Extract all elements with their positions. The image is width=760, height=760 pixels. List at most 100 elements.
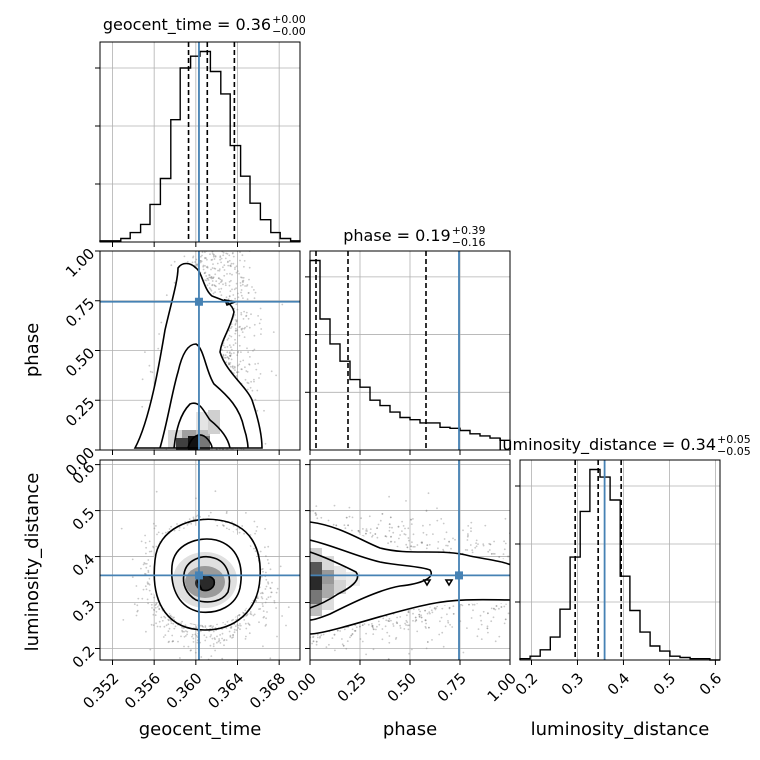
sample-point xyxy=(200,260,203,263)
sample-point xyxy=(226,339,229,341)
sample-point xyxy=(226,346,229,348)
sample-point xyxy=(228,259,231,262)
sample-point xyxy=(265,585,268,588)
sample-point xyxy=(203,272,206,274)
sample-point xyxy=(212,630,215,633)
sample-point xyxy=(157,606,159,608)
sample-point xyxy=(235,329,237,332)
sample-point xyxy=(227,337,230,340)
sample-point xyxy=(222,283,224,286)
sample-point xyxy=(237,350,240,353)
sample-point xyxy=(235,320,238,322)
sample-point xyxy=(164,531,167,534)
sample-point xyxy=(210,268,212,271)
sample-point xyxy=(245,315,248,317)
sample-point xyxy=(234,322,237,325)
sample-point xyxy=(264,442,267,445)
sample-point xyxy=(235,327,237,330)
sample-point xyxy=(221,349,224,351)
sample-point xyxy=(260,333,262,335)
sample-point xyxy=(247,317,250,320)
sample-point xyxy=(260,592,262,595)
sample-point xyxy=(227,260,229,263)
sample-point xyxy=(167,630,170,633)
sample-point xyxy=(224,354,227,357)
sample-point xyxy=(221,632,224,635)
sample-point xyxy=(235,271,238,274)
sample-point xyxy=(192,256,194,259)
sample-point xyxy=(216,635,218,638)
sample-point xyxy=(217,269,219,272)
sample-point xyxy=(248,326,251,329)
sample-point xyxy=(246,370,249,373)
sample-point xyxy=(239,251,241,254)
density-cell xyxy=(208,410,220,434)
sample-point xyxy=(148,364,151,367)
sample-point xyxy=(163,615,166,618)
sample-point xyxy=(158,333,161,335)
sample-point xyxy=(218,277,220,280)
sample-point xyxy=(179,657,181,659)
sample-point xyxy=(144,534,147,537)
sample-point xyxy=(225,512,228,514)
sample-point xyxy=(199,261,202,264)
sample-point xyxy=(152,613,155,616)
sample-point xyxy=(238,531,241,534)
sample-point xyxy=(229,327,232,330)
sample-point xyxy=(241,283,244,286)
sample-point xyxy=(276,587,279,590)
sample-point xyxy=(206,284,209,287)
sample-point xyxy=(253,289,255,291)
sample-point xyxy=(226,252,229,255)
sample-point xyxy=(227,362,230,365)
sample-point xyxy=(223,274,226,277)
sample-point xyxy=(151,371,154,374)
sample-point xyxy=(281,615,283,617)
sample-point xyxy=(238,614,241,617)
sample-point xyxy=(140,567,142,570)
sample-point xyxy=(240,291,242,294)
sample-point xyxy=(212,277,215,279)
sample-point xyxy=(206,266,209,269)
sample-point xyxy=(239,628,241,631)
sample-point xyxy=(161,619,164,622)
sample-point xyxy=(225,361,228,364)
sample-point xyxy=(141,405,144,408)
sample-point xyxy=(148,589,151,592)
sample-point xyxy=(177,640,179,643)
sample-point xyxy=(260,328,263,330)
sample-point xyxy=(164,634,167,636)
sample-point xyxy=(211,284,214,287)
sample-point xyxy=(272,331,275,333)
sample-point xyxy=(144,541,147,544)
sample-point xyxy=(212,253,215,256)
sample-point xyxy=(210,277,213,280)
sample-point xyxy=(261,597,264,600)
sample-point xyxy=(245,370,248,372)
sample-point xyxy=(262,605,264,607)
sample-point xyxy=(214,284,216,287)
sample-point xyxy=(244,378,247,381)
sample-point xyxy=(159,625,162,628)
sample-point xyxy=(236,624,239,626)
sample-point xyxy=(207,277,209,280)
sample-point xyxy=(201,625,204,627)
sample-point xyxy=(247,292,250,294)
sample-point xyxy=(200,255,202,258)
sample-point xyxy=(223,638,226,641)
sample-point xyxy=(235,375,238,377)
sample-point xyxy=(241,280,244,282)
sample-point xyxy=(238,334,241,337)
sample-point xyxy=(211,637,214,640)
sample-point xyxy=(230,325,233,328)
sample-point xyxy=(224,356,227,359)
sample-point xyxy=(202,264,205,267)
sample-point xyxy=(196,641,199,644)
sample-point xyxy=(232,255,235,258)
sample-point xyxy=(202,268,205,271)
sample-point xyxy=(222,344,225,347)
sample-point xyxy=(245,627,248,630)
sample-point xyxy=(255,530,258,532)
sample-point xyxy=(235,528,238,531)
sample-point xyxy=(205,257,208,259)
